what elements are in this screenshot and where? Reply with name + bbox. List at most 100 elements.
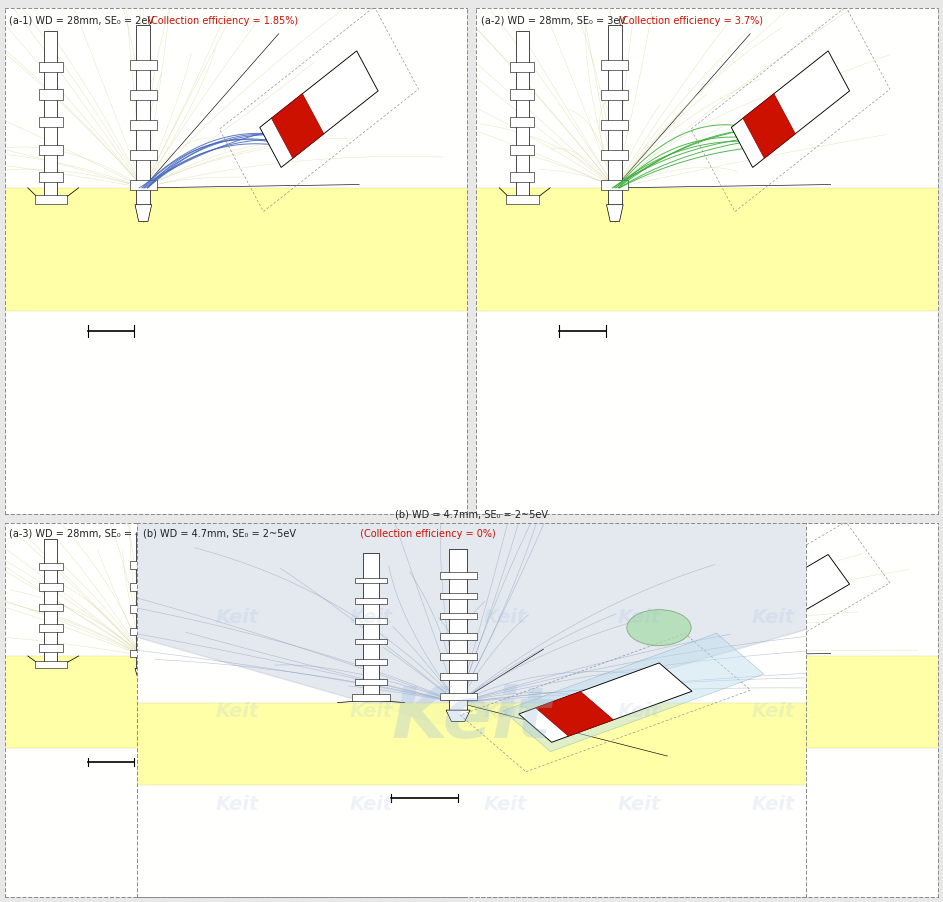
Bar <box>439 593 476 600</box>
Bar <box>476 189 938 312</box>
Bar <box>602 628 628 635</box>
Bar <box>130 628 157 635</box>
Polygon shape <box>272 586 323 634</box>
Bar <box>506 661 538 667</box>
Text: Keit: Keit <box>618 607 660 626</box>
Bar <box>602 90 628 101</box>
Bar <box>39 145 63 156</box>
Bar <box>137 703 806 785</box>
Bar <box>439 633 476 640</box>
Bar <box>516 539 529 662</box>
Polygon shape <box>743 586 795 634</box>
Bar <box>602 151 628 161</box>
Bar <box>510 145 535 156</box>
Bar <box>130 90 157 101</box>
Text: Keit: Keit <box>484 607 526 626</box>
Bar <box>602 606 628 613</box>
Bar <box>602 60 628 70</box>
Polygon shape <box>0 392 943 729</box>
Text: Keit: Keit <box>216 607 258 626</box>
Bar <box>35 196 67 205</box>
Bar <box>130 650 157 658</box>
Text: (a-2) WD = 28mm, SE₀ = 3eV: (a-2) WD = 28mm, SE₀ = 3eV <box>481 15 626 25</box>
Bar <box>355 598 388 604</box>
Bar <box>510 563 535 570</box>
Bar <box>39 584 63 591</box>
Polygon shape <box>731 555 850 641</box>
Bar <box>608 26 621 206</box>
Bar <box>510 173 535 183</box>
Bar <box>130 60 157 70</box>
Bar <box>130 151 157 161</box>
Bar <box>44 32 58 197</box>
Bar <box>355 619 388 624</box>
Bar <box>39 645 63 652</box>
Text: Keit: Keit <box>484 795 526 814</box>
Text: (b) WD = 4.7mm, SE₀ = 2~5eV: (b) WD = 4.7mm, SE₀ = 2~5eV <box>395 509 548 519</box>
Bar <box>130 606 157 613</box>
Bar <box>439 674 476 680</box>
Text: (b) WD = 4.7mm, SE₀ = 2~5eV: (b) WD = 4.7mm, SE₀ = 2~5eV <box>143 528 296 538</box>
Polygon shape <box>536 692 613 736</box>
Bar <box>602 650 628 658</box>
Bar <box>506 196 538 205</box>
Bar <box>510 90 535 100</box>
Bar <box>39 118 63 128</box>
Text: Keit: Keit <box>216 795 258 814</box>
Bar <box>439 573 476 580</box>
Text: Keit: Keit <box>752 701 794 720</box>
Polygon shape <box>504 633 764 751</box>
Bar <box>363 553 379 695</box>
Text: Keit: Keit <box>350 795 392 814</box>
Polygon shape <box>272 95 323 159</box>
Bar <box>439 653 476 660</box>
Bar <box>516 32 529 197</box>
Bar <box>355 659 388 665</box>
Bar <box>355 679 388 686</box>
Bar <box>439 694 476 700</box>
Bar <box>39 90 63 100</box>
Polygon shape <box>606 206 623 222</box>
Bar <box>39 624 63 631</box>
Bar <box>130 121 157 131</box>
Text: Keit: Keit <box>216 701 258 720</box>
Text: Keit: Keit <box>752 607 794 626</box>
Polygon shape <box>606 668 623 681</box>
Text: (a-3) WD = 28mm, SE₀ = 4eV: (a-3) WD = 28mm, SE₀ = 4eV <box>9 528 155 538</box>
Bar <box>35 661 67 667</box>
Bar <box>510 63 535 73</box>
Polygon shape <box>135 206 152 222</box>
Text: Keit: Keit <box>618 795 660 814</box>
Bar <box>602 180 628 190</box>
Bar <box>137 536 150 668</box>
Circle shape <box>627 610 691 646</box>
Bar <box>510 624 535 631</box>
Text: (Collection efficiency = 3.7%): (Collection efficiency = 3.7%) <box>616 15 764 25</box>
Polygon shape <box>135 668 152 681</box>
Bar <box>44 539 58 662</box>
Text: Keit: Keit <box>350 701 392 720</box>
Text: (Collection efficiency = 1.85%): (Collection efficiency = 1.85%) <box>144 15 298 25</box>
Bar <box>130 584 157 591</box>
Bar <box>39 603 63 612</box>
Text: Keit: Keit <box>484 701 526 720</box>
Bar <box>510 603 535 612</box>
Text: Keit: Keit <box>391 684 552 752</box>
Bar <box>355 578 388 584</box>
Bar <box>39 173 63 183</box>
Polygon shape <box>519 663 692 742</box>
Bar <box>130 561 157 569</box>
Bar <box>510 645 535 652</box>
Bar <box>510 118 535 128</box>
Bar <box>5 657 467 748</box>
Bar <box>449 549 468 711</box>
Text: (a-1) WD = 28mm, SE₀ = 2eV: (a-1) WD = 28mm, SE₀ = 2eV <box>9 15 155 25</box>
Bar <box>439 613 476 620</box>
Bar <box>39 63 63 73</box>
Text: Keit: Keit <box>350 607 392 626</box>
Text: Keit: Keit <box>752 795 794 814</box>
Polygon shape <box>259 555 378 641</box>
Polygon shape <box>731 51 850 169</box>
Text: (Collection efficiency = 0%): (Collection efficiency = 0%) <box>356 528 495 538</box>
Bar <box>608 536 621 668</box>
